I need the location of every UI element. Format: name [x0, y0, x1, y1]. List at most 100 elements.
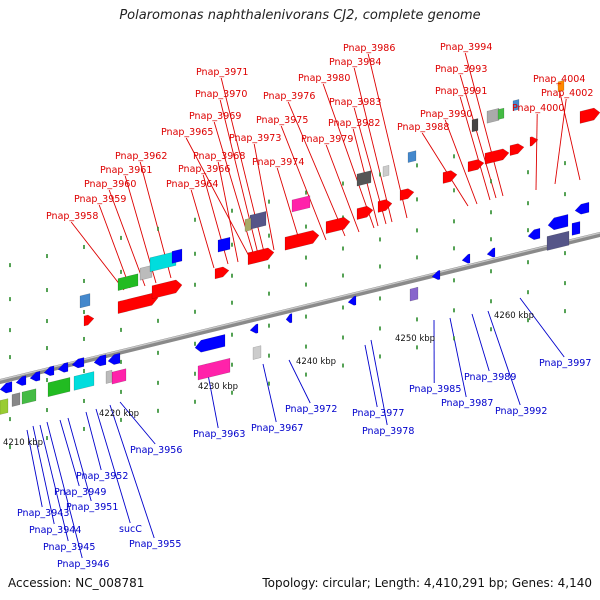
gene-glyph	[21, 388, 37, 405]
gene-label-pnap-3982: Pnap_3982	[328, 118, 380, 129]
genome-title: Polaromonas naphthalenivorans CJ2, compl…	[119, 8, 481, 23]
gene-label-leader	[459, 74, 497, 199]
gene-label-pnap-3997: Pnap_3997	[539, 358, 591, 369]
gene-label-pnap-3978: Pnap_3978	[362, 426, 414, 437]
gene-label-leader	[95, 408, 131, 524]
gene-label-pnap-3960: Pnap_3960	[84, 179, 136, 190]
gene-glyph	[574, 201, 590, 215]
gene-label-pnap-3970: Pnap_3970	[195, 89, 247, 100]
gene-label-pnap-3965: Pnap_3965	[161, 127, 213, 138]
gene-glyph	[171, 248, 183, 264]
gene-label-leader	[108, 189, 146, 287]
gene-label-pnap-4002: Pnap_4002	[541, 88, 593, 99]
gene-glyph	[117, 293, 159, 314]
gene-label-leader	[325, 144, 360, 233]
scale-label: 4250 kbp	[395, 334, 435, 344]
gene-glyph	[467, 159, 485, 173]
gene-label-pnap-3967: Pnap_3967	[251, 423, 303, 434]
gene-label-pnap-3964: Pnap_3964	[166, 179, 218, 190]
gene-label-pnap-3979: Pnap_3979	[301, 134, 353, 145]
gene-label-leader	[67, 417, 92, 502]
gene-label-pnap-3959: Pnap_3959	[74, 194, 126, 205]
gene-glyph	[527, 227, 541, 240]
genome-backbone	[0, 231, 600, 385]
gene-label-leader	[262, 363, 277, 423]
gene-glyph	[407, 150, 417, 163]
gene-glyph	[43, 365, 55, 377]
gene-glyph	[325, 216, 351, 234]
gene-label-pnap-3962: Pnap_3962	[115, 151, 167, 162]
gene-glyph	[347, 295, 357, 306]
gene-glyph	[194, 334, 226, 353]
gene-label-pnap-3984: Pnap_3984	[329, 57, 381, 68]
gene-label-pnap-3991: Pnap_3991	[435, 86, 487, 97]
genome-summary: Topology: circular; Length: 4,410,291 bp…	[262, 576, 592, 590]
gene-glyph	[249, 323, 259, 334]
scale-label: 4260 kbp	[494, 311, 534, 321]
gene-glyph	[497, 107, 505, 120]
gene-label-leader	[85, 411, 102, 471]
gene-label-pnap-4004: Pnap_4004	[533, 74, 585, 85]
gene-glyph	[579, 107, 600, 124]
gene-glyph	[442, 170, 458, 184]
gene-glyph	[15, 375, 27, 386]
gene-glyph	[83, 314, 95, 327]
gene-label-pnap-3972: Pnap_3972	[285, 404, 337, 415]
gene-label-pnap-3990: Pnap_3990	[420, 109, 472, 120]
gene-label-pnap-3969: Pnap_3969	[189, 111, 241, 122]
gene-glyph	[47, 377, 71, 398]
gene-label-leader	[288, 359, 311, 404]
gene-glyph	[0, 381, 13, 394]
gene-label-leader	[444, 119, 478, 205]
gene-label-leader	[449, 317, 467, 398]
gene-label-leader	[32, 425, 55, 525]
scale-label: 4210 kbp	[3, 438, 43, 448]
gene-glyph	[529, 136, 539, 147]
gene-glyph	[117, 273, 139, 291]
gene-label-leader	[185, 137, 251, 259]
gene-label-succ: sucC	[119, 524, 142, 535]
gene-label-pnap-3961: Pnap_3961	[100, 165, 152, 176]
gene-label-leader	[535, 113, 538, 191]
scale-label: 4230 kbp	[198, 382, 238, 392]
gene-glyph	[214, 266, 230, 280]
gene-glyph	[93, 354, 107, 367]
gene-glyph	[399, 188, 415, 201]
gene-label-pnap-3968: Pnap_3968	[193, 151, 245, 162]
accession-label: Accession: NC_008781	[8, 576, 145, 590]
gene-glyph	[244, 217, 252, 232]
gene-label-pnap-3944: Pnap_3944	[29, 525, 81, 536]
gene-label-leader	[557, 84, 581, 181]
gene-label-leader	[109, 404, 155, 539]
gene-label-pnap-3945: Pnap_3945	[43, 542, 95, 553]
gene-glyph	[431, 269, 441, 281]
gene-label-leader	[471, 313, 490, 372]
gene-glyph	[79, 293, 91, 309]
gene-glyph	[356, 170, 372, 187]
gene-glyph	[249, 211, 267, 230]
gene-glyph	[512, 99, 520, 112]
gene-label-pnap-3951: Pnap_3951	[66, 502, 118, 513]
gene-glyph	[139, 264, 153, 281]
gene-label-pnap-3989: Pnap_3989	[464, 372, 516, 383]
gene-label-pnap-3994: Pnap_3994	[440, 42, 492, 53]
gene-label-pnap-3980: Pnap_3980	[298, 73, 350, 84]
gene-glyph	[57, 362, 69, 373]
gene-glyph	[382, 164, 390, 178]
gene-label-leader	[487, 310, 521, 406]
gene-label-pnap-3946: Pnap_3946	[57, 559, 109, 570]
gene-label-pnap-3993: Pnap_3993	[435, 64, 487, 75]
gene-label-leader	[276, 167, 302, 247]
gene-label-pnap-3986: Pnap_3986	[343, 43, 395, 54]
gene-glyph	[151, 279, 183, 300]
gene-label-pnap-3974: Pnap_3974	[252, 157, 304, 168]
gene-glyph	[486, 107, 500, 124]
gene-glyph	[252, 345, 262, 360]
gene-glyph	[149, 251, 177, 273]
gene-glyph	[73, 371, 95, 391]
gene-glyph	[571, 221, 581, 236]
gene-glyph	[547, 214, 569, 231]
gene-label-leader	[46, 421, 83, 559]
gene-label-leader	[519, 297, 565, 358]
gene-glyph	[471, 118, 479, 133]
